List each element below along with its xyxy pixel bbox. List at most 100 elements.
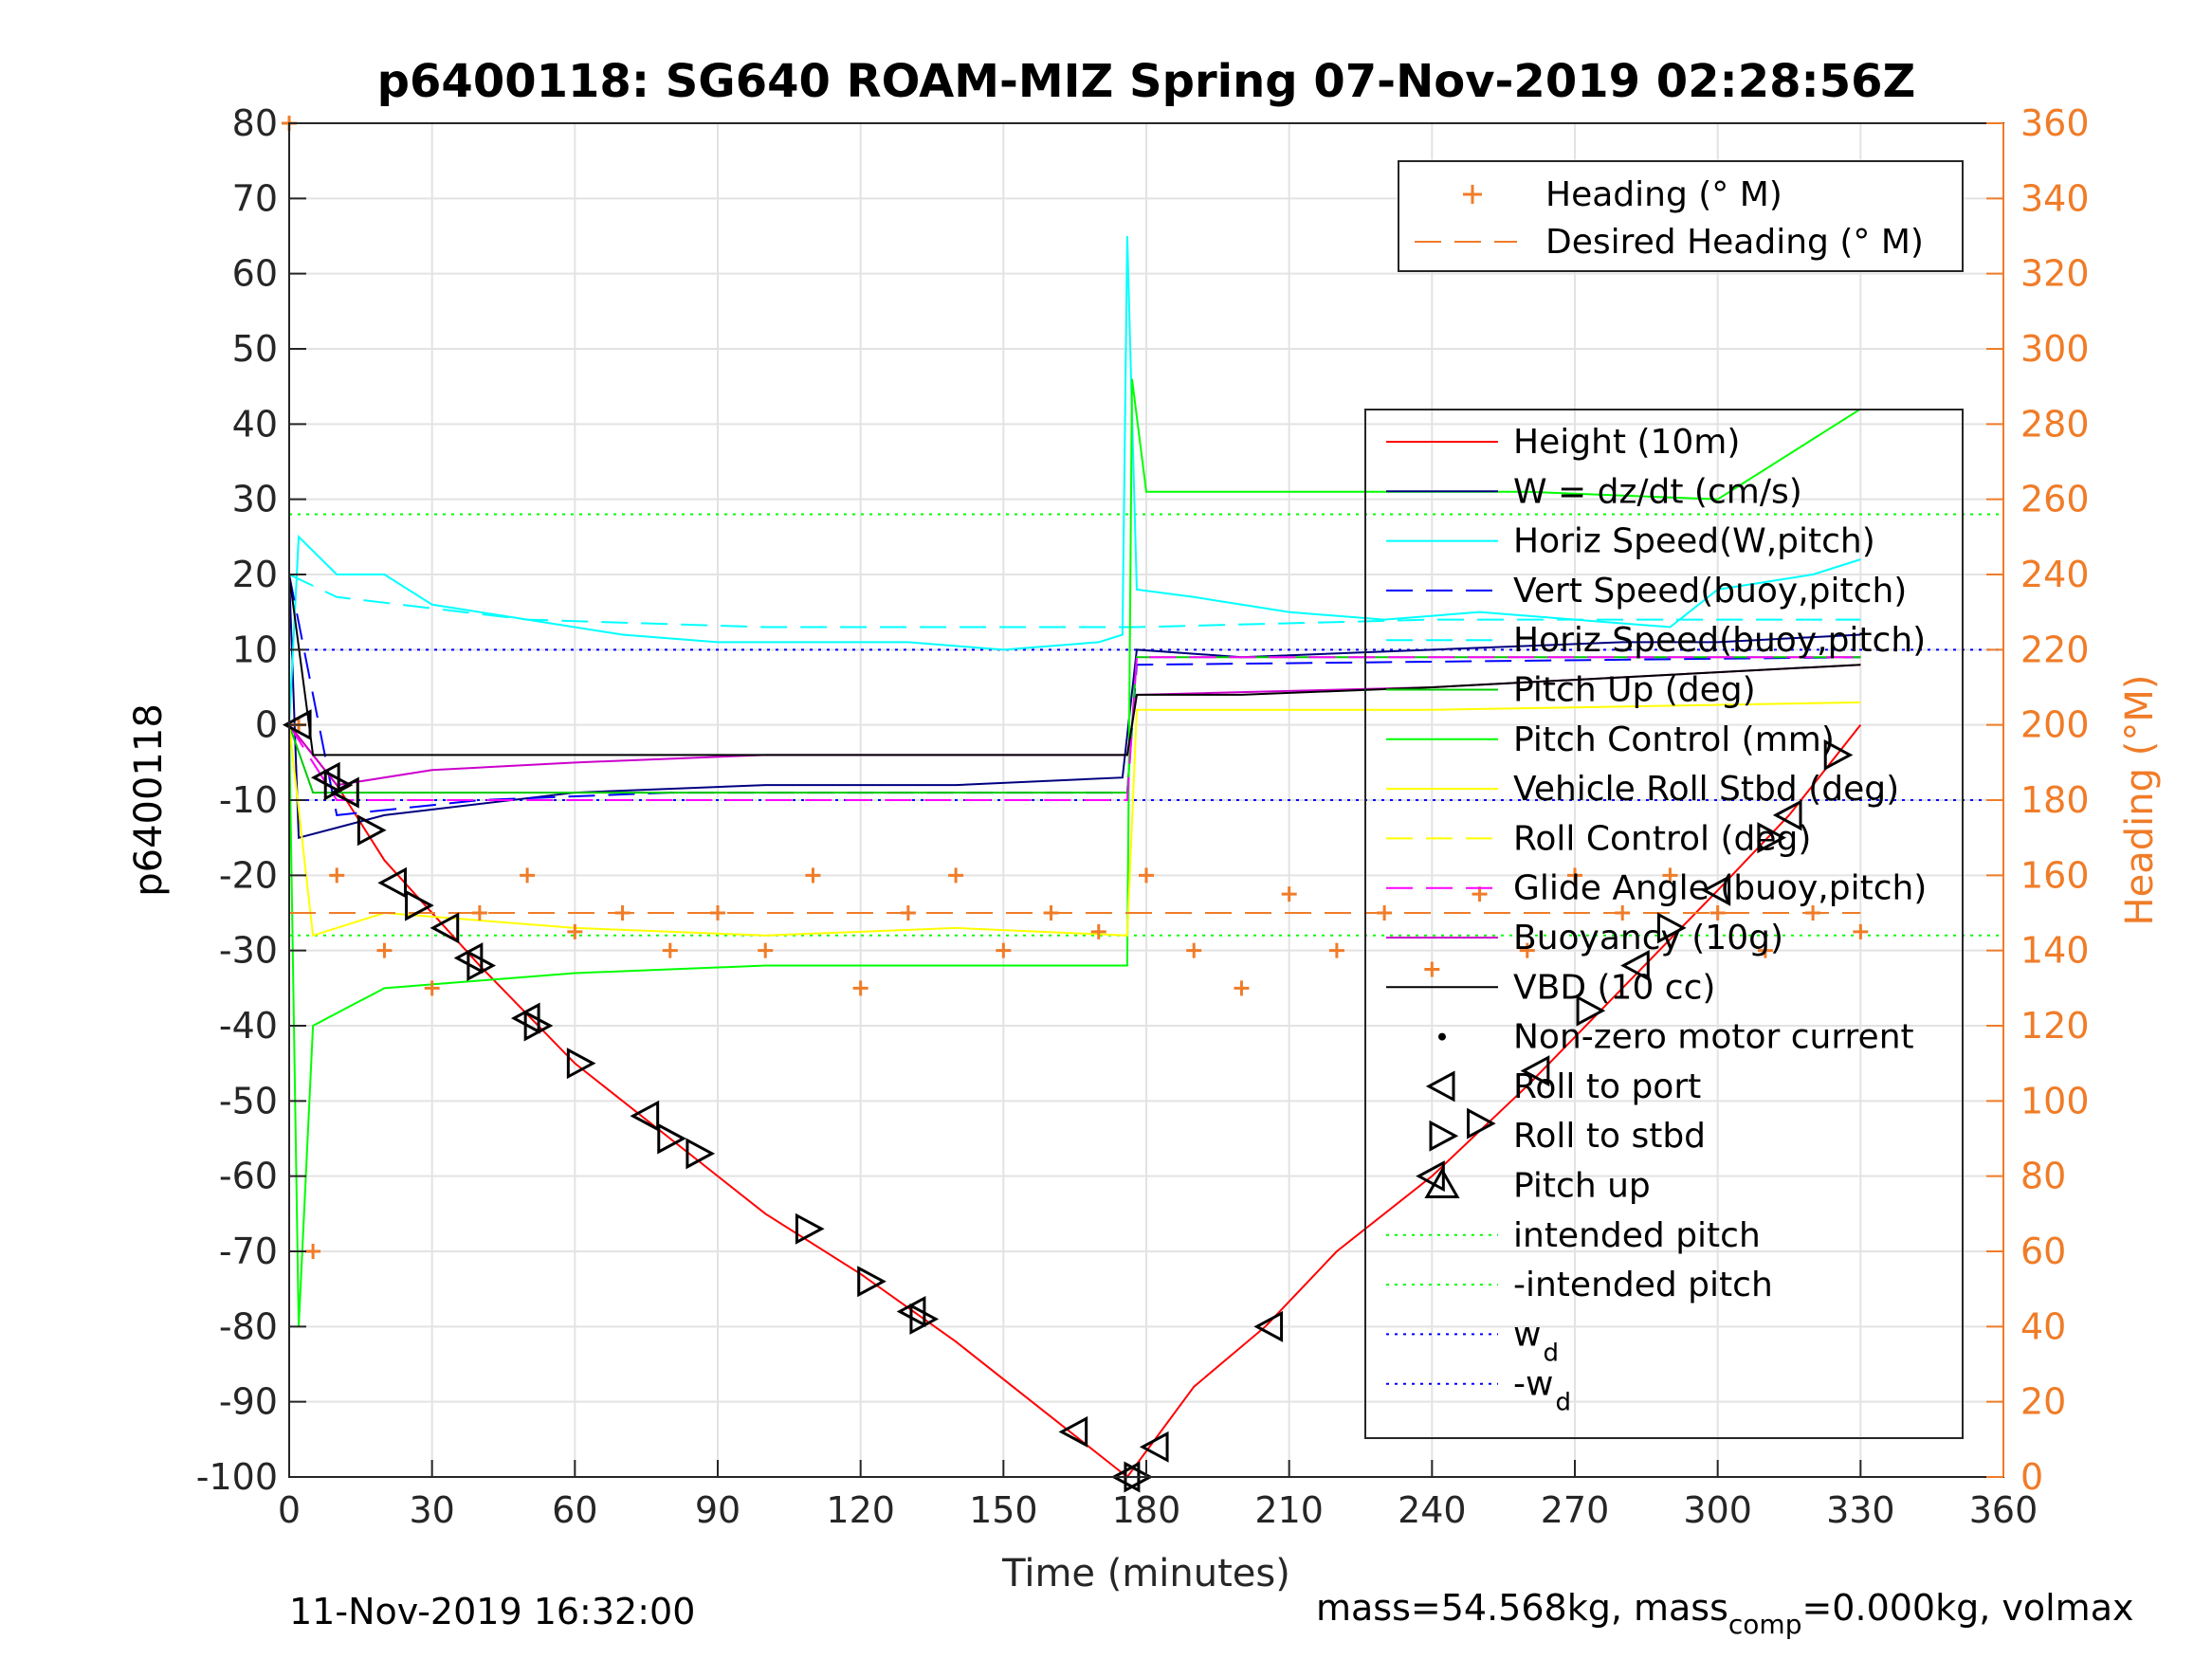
heading-point bbox=[1328, 942, 1344, 958]
legend-label: Roll to stbd bbox=[1513, 1117, 1706, 1156]
legend-roll-port-swatch bbox=[1425, 1070, 1455, 1103]
grid bbox=[288, 122, 2004, 1478]
legend-heading-box bbox=[1398, 160, 1964, 272]
series-line-10 bbox=[288, 574, 1861, 757]
legend-label: Horiz Speed(buoy,pitch) bbox=[1513, 621, 1926, 660]
heading-point bbox=[1043, 905, 1059, 921]
series-line-4 bbox=[288, 574, 1861, 629]
y-tick-label-left: -60 bbox=[219, 1156, 278, 1197]
roll-to-stbd-marker bbox=[566, 1048, 596, 1080]
legend-label: -w bbox=[1513, 1365, 1553, 1404]
legend-label: Vert Speed(buoy,pitch) bbox=[1513, 572, 1907, 611]
roll-to-stbd-marker bbox=[909, 1303, 940, 1335]
x-tick-label: 210 bbox=[1254, 1489, 1324, 1531]
y-tick-label-left: 30 bbox=[232, 479, 278, 520]
roll-to-stbd-marker bbox=[405, 889, 434, 921]
marker-layer bbox=[282, 116, 1869, 1493]
x-axis-label: Time (minutes) bbox=[1001, 1552, 1290, 1595]
roll-to-port-marker bbox=[1253, 1310, 1284, 1342]
legend-label: Roll to port bbox=[1513, 1067, 1701, 1106]
heading-point bbox=[305, 1244, 321, 1259]
legend-dot-swatch bbox=[1438, 1032, 1446, 1041]
heading-point bbox=[1709, 905, 1726, 921]
heading-point bbox=[1805, 905, 1821, 921]
y-tick-label-left: 40 bbox=[232, 403, 278, 445]
heading-point bbox=[1757, 942, 1773, 958]
y-tick-label-left: 60 bbox=[232, 253, 278, 295]
roll-to-port-marker bbox=[282, 709, 312, 741]
heading-point bbox=[900, 905, 916, 921]
roll-to-stbd-marker bbox=[686, 1138, 716, 1170]
legend-label: Buoyancy (10g) bbox=[1513, 919, 1783, 957]
roll-to-port-marker bbox=[330, 776, 359, 809]
heading-point bbox=[520, 867, 536, 884]
x-tick-label: 90 bbox=[695, 1489, 740, 1531]
y-tick-label-right: 340 bbox=[2020, 177, 2090, 219]
y-tick-label-right: 80 bbox=[2020, 1156, 2066, 1197]
y-tick-label-left: 70 bbox=[232, 177, 278, 219]
x-tick-label: 30 bbox=[409, 1489, 454, 1531]
roll-to-port-marker bbox=[630, 1100, 660, 1132]
heading-point bbox=[852, 980, 868, 996]
y-tick-label-left: -20 bbox=[219, 854, 278, 896]
legend-label: -intended pitch bbox=[1513, 1266, 1773, 1304]
legend-label: Pitch Up (deg) bbox=[1513, 671, 1756, 710]
x-tick-label: 270 bbox=[1541, 1489, 1610, 1531]
y-tick-label-right: 160 bbox=[2020, 854, 2090, 896]
series-line-1 bbox=[288, 574, 1861, 839]
roll-to-port-marker bbox=[1701, 874, 1731, 906]
y-tick-label-left: -50 bbox=[219, 1080, 278, 1121]
series-line-0 bbox=[288, 724, 1862, 1479]
roll-to-stbd-marker bbox=[1576, 994, 1606, 1027]
y-tick-label-left: -40 bbox=[219, 1005, 278, 1047]
x-tick-label: 60 bbox=[552, 1489, 597, 1531]
legend-heading-label: Heading (° M) bbox=[1545, 175, 1782, 214]
legend-label: VBD (10 cc) bbox=[1513, 968, 1715, 1007]
legend-label-sub: d bbox=[1543, 1339, 1559, 1367]
roll-to-port-marker bbox=[1772, 799, 1802, 831]
legend-label: intended pitch bbox=[1513, 1216, 1761, 1255]
y-tick-label-left: 0 bbox=[255, 704, 278, 746]
legend-label: Height (10m) bbox=[1513, 423, 1740, 462]
heading-point bbox=[662, 942, 678, 958]
heading-point bbox=[376, 942, 393, 958]
legend-heading: Heading (° M) Desired Heading (° M) bbox=[1398, 160, 1964, 272]
roll-to-stbd-marker bbox=[356, 814, 387, 847]
heading-point bbox=[1377, 905, 1393, 921]
heading-point bbox=[1186, 942, 1202, 958]
legend-label: Vehicle Roll Stbd (deg) bbox=[1513, 770, 1899, 809]
x-tick-label: 180 bbox=[1112, 1489, 1181, 1531]
chart-title: p6400118: SG640 ROAM-MIZ Spring 07-Nov-2… bbox=[377, 55, 1916, 108]
y-tick-label-right: 60 bbox=[2020, 1231, 2066, 1272]
footer-mass: mass=54.568kg, masscomp=0.000kg, volmax bbox=[1316, 1587, 2133, 1640]
x-tick-label: 240 bbox=[1398, 1489, 1467, 1531]
heading-point bbox=[329, 867, 345, 884]
x-tick-label: 120 bbox=[826, 1489, 895, 1531]
y-tick-label-left: -30 bbox=[219, 930, 278, 972]
y-tick-label-right: 0 bbox=[2020, 1456, 2043, 1498]
y-tick-label-left: 50 bbox=[232, 328, 278, 370]
roll-to-stbd-marker bbox=[1467, 1107, 1496, 1139]
y-tick-label-right: 300 bbox=[2020, 328, 2090, 370]
y-axis-label-right: Heading (°M) bbox=[2118, 675, 2162, 926]
footer-date: 11-Nov-2019 16:32:00 bbox=[289, 1591, 696, 1632]
legend-roll-stbd-swatch bbox=[1429, 1120, 1459, 1152]
heading-point bbox=[805, 867, 821, 884]
x-tick-label: 0 bbox=[278, 1489, 301, 1531]
y-tick-label-right: 200 bbox=[2020, 704, 2090, 746]
y-tick-label-left: -10 bbox=[219, 779, 278, 821]
x-tick-label: 300 bbox=[1683, 1489, 1752, 1531]
y-tick-label-right: 120 bbox=[2020, 1005, 2090, 1047]
legend-label: W = dz/dt (cm/s) bbox=[1513, 472, 1802, 511]
roll-to-port-marker bbox=[1058, 1415, 1088, 1448]
heading-point bbox=[1090, 923, 1106, 939]
heading-point bbox=[948, 867, 964, 884]
y-tick-label-left: 80 bbox=[232, 102, 278, 144]
legend-main: Height (10m) W = dz/dt (cm/s) Horiz Speed(… bbox=[1364, 409, 1964, 1439]
legend-label: Roll Control (deg) bbox=[1513, 819, 1811, 858]
legend-pitch-up-swatch bbox=[1424, 1167, 1460, 1198]
y-tick-label-right: 260 bbox=[2020, 479, 2090, 520]
roll-to-stbd-marker bbox=[323, 769, 354, 801]
heading-point bbox=[1567, 867, 1582, 884]
